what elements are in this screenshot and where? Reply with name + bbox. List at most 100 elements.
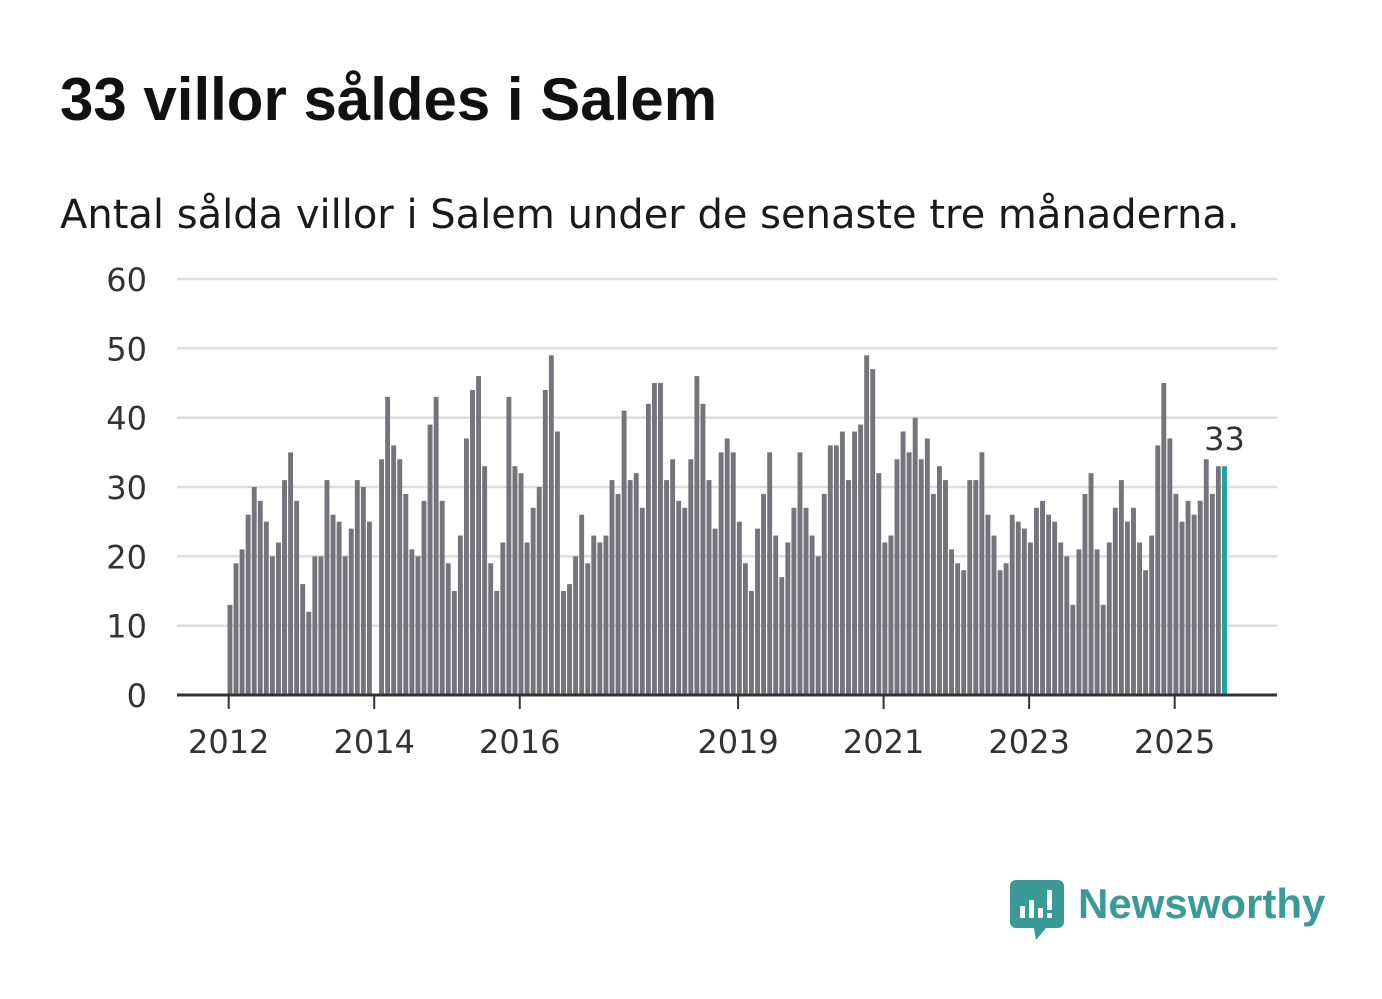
bar xyxy=(997,570,1003,695)
bar xyxy=(936,466,942,695)
y-tick-label: 30 xyxy=(106,469,147,507)
bar xyxy=(439,500,445,695)
chart-title: 33 villor såldes i Salem xyxy=(60,66,718,133)
bar xyxy=(870,369,876,695)
bar xyxy=(433,396,439,695)
bar xyxy=(615,493,621,695)
bar xyxy=(1112,507,1118,695)
bar xyxy=(1052,521,1058,695)
bar xyxy=(894,459,900,695)
bar xyxy=(773,535,779,695)
bar xyxy=(573,556,579,695)
bar xyxy=(1197,500,1203,695)
data-labels: 33 xyxy=(1200,416,1249,462)
bar xyxy=(1082,493,1088,695)
bar xyxy=(409,549,415,695)
bar xyxy=(294,500,300,695)
bar xyxy=(827,445,833,695)
bar xyxy=(985,514,991,695)
bar xyxy=(585,563,591,695)
bar xyxy=(506,396,512,695)
bar xyxy=(1118,480,1124,695)
bar xyxy=(476,376,482,695)
bar xyxy=(464,438,469,695)
bar xyxy=(1185,500,1191,695)
bar xyxy=(609,480,615,695)
bar xyxy=(518,473,524,695)
bar xyxy=(688,459,694,695)
bar xyxy=(1161,383,1167,695)
y-tick-label: 10 xyxy=(106,608,147,646)
x-tick-label: 2025 xyxy=(1134,723,1215,761)
bar xyxy=(676,500,682,695)
bar xyxy=(482,466,488,695)
bar xyxy=(300,584,306,695)
x-tick-label: 2012 xyxy=(188,723,269,761)
bar xyxy=(567,584,572,695)
bar xyxy=(724,438,730,695)
bar xyxy=(645,403,651,695)
bar xyxy=(269,556,275,695)
bar-highlight xyxy=(1222,466,1227,695)
bar xyxy=(979,452,985,695)
bar xyxy=(336,521,342,695)
bar xyxy=(494,591,500,695)
bar xyxy=(1155,445,1161,695)
bar xyxy=(658,383,663,695)
y-tick-label: 50 xyxy=(106,330,147,368)
bar xyxy=(1027,542,1033,695)
bar xyxy=(288,452,294,695)
bar xyxy=(330,514,336,695)
bar xyxy=(542,389,548,695)
bar xyxy=(1149,535,1155,695)
bar xyxy=(797,452,803,695)
bar xyxy=(251,487,257,695)
bar xyxy=(633,473,639,695)
bar xyxy=(391,445,397,695)
bar xyxy=(1046,514,1052,695)
bar xyxy=(1034,507,1039,695)
bar xyxy=(670,459,676,695)
y-tick-label: 0 xyxy=(127,677,147,715)
bar xyxy=(949,549,955,695)
bar xyxy=(282,480,287,695)
bar xyxy=(470,389,475,695)
bar xyxy=(385,396,391,695)
bar xyxy=(785,542,791,695)
bar xyxy=(682,507,688,695)
bar xyxy=(1143,570,1149,695)
bar xyxy=(245,514,251,695)
bar xyxy=(239,549,245,695)
bar xyxy=(694,376,700,695)
bar xyxy=(524,542,530,695)
bar xyxy=(621,410,627,695)
bar xyxy=(651,383,657,695)
x-tick-label: 2019 xyxy=(697,723,778,761)
bar xyxy=(967,480,973,695)
bar xyxy=(1124,521,1130,695)
bar xyxy=(1106,542,1112,695)
bar xyxy=(973,480,979,695)
bar xyxy=(943,480,948,695)
bar xyxy=(1191,514,1197,695)
bar xyxy=(1040,500,1045,695)
newsworthy-logo-icon xyxy=(1010,880,1064,940)
bar xyxy=(742,563,748,695)
bar xyxy=(882,542,888,695)
bar xyxy=(457,535,463,695)
bar xyxy=(1167,438,1173,695)
bar xyxy=(627,480,633,695)
bar xyxy=(257,500,263,695)
bar xyxy=(488,563,494,695)
bar xyxy=(912,417,918,695)
bar xyxy=(900,431,906,695)
bar xyxy=(991,535,997,695)
bar xyxy=(852,431,857,695)
y-tick-label: 20 xyxy=(106,538,147,576)
bar xyxy=(906,452,912,695)
bar xyxy=(1179,521,1185,695)
bar xyxy=(930,493,936,695)
bar xyxy=(421,500,427,695)
bar xyxy=(833,445,839,695)
bar xyxy=(445,563,451,695)
